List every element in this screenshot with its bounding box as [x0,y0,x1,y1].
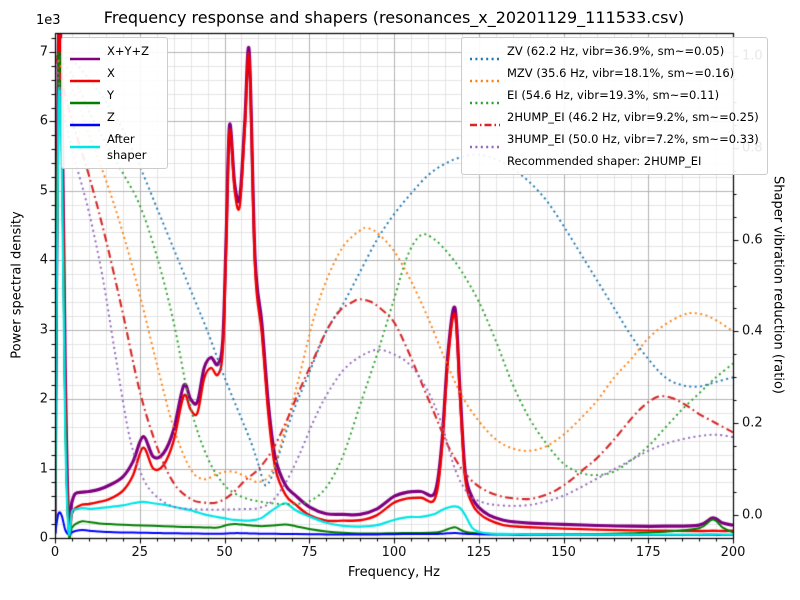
recommended-shaper-text: Recommended shaper: 2HUMP_EI [507,154,702,168]
legend-line-sample-icon [70,79,100,83]
legend-item-after: After shaper [70,131,159,163]
y-axis-right-label: Shaper vibration reduction (ratio) [770,176,786,394]
y-right-tick-label: 0.2 [742,415,763,431]
legend-line-sample-icon [70,101,100,105]
legend-line-sample-icon [470,145,500,149]
legend-item-label: 3HUMP_EI (50.0 Hz, vibr=7.2%, sm~=0.33) [507,132,759,146]
legend-line-sample-icon [70,145,100,149]
chart-title: Frequency response and shapers (resonanc… [103,8,685,27]
x-tick-label: 200 [720,545,746,560]
x-tick-label: 25 [131,545,149,560]
legend-item-label: X+Y+Z [107,44,150,58]
legend-line-sample-icon [470,101,500,105]
legend-recommended-shaper: Recommended shaper: 2HUMP_EI [470,153,759,169]
x-tick-label: 50 [216,545,233,560]
legend-item-label: Z [107,110,115,124]
legend-line-sample-icon [470,57,500,61]
x-tick-label: 175 [635,545,661,560]
legend-item-ei: EI (54.6 Hz, vibr=19.3%, sm~=0.11) [470,87,759,109]
x-tick-label: 125 [466,545,492,560]
legend-line-sample-icon [70,123,100,127]
y-right-tick-label: 0.0 [742,507,763,523]
y-left-tick-label: 4 [39,252,48,268]
legend-item-label: Y [107,88,115,102]
legend-shapers: ZV (62.2 Hz, vibr=36.9%, sm~=0.05) MZV (3… [461,37,768,175]
y-left-tick-label: 3 [39,322,48,338]
x-tick-label: 150 [551,545,576,560]
legend-line-sample-icon [470,79,500,83]
legend-item-2hump_ei: 2HUMP_EI (46.2 Hz, vibr=9.2%, sm~=0.25) [470,109,759,131]
legend-item-label: EI (54.6 Hz, vibr=19.3%, sm~=0.11) [507,88,720,102]
y-left-tick-label: 0 [39,530,48,546]
legend-item-label: ZV (62.2 Hz, vibr=36.9%, sm~=0.05) [507,44,725,58]
y-right-tick-label: 0.4 [742,323,763,339]
x-axis-label: Frequency, Hz [347,565,441,580]
legend-item-y: Y [70,87,159,109]
legend-item-label: After shaper [107,132,147,162]
y-axis-offset-text: 1e3 [36,13,61,28]
y-left-tick-label: 2 [39,391,48,407]
legend-item-x: X [70,65,159,87]
legend-item-label: X [107,66,115,80]
legend-item-label: MZV (35.6 Hz, vibr=18.1%, sm~=0.16) [507,66,735,80]
legend-item-3hump_ei: 3HUMP_EI (50.0 Hz, vibr=7.2%, sm~=0.33) [470,131,759,153]
x-tick-label: 0 [50,545,60,560]
legend-item-mzv: MZV (35.6 Hz, vibr=18.1%, sm~=0.16) [470,65,759,87]
x-tick-label: 75 [300,545,318,560]
legend-item-zv: ZV (62.2 Hz, vibr=36.9%, sm~=0.05) [470,43,759,65]
y-right-tick-label: 0.6 [742,232,763,248]
y-left-tick-label: 7 [39,44,48,60]
legend-line-sample-icon [70,57,100,61]
legend-item-z: Z [70,109,159,131]
y-left-tick-label: 1 [39,461,48,477]
x-tick-label: 100 [381,545,407,560]
y-left-tick-label: 6 [39,113,48,129]
y-left-tick-label: 5 [39,183,48,199]
legend-line-sample-icon [470,123,500,127]
legend-motion-axes: X+Y+Z X Y Z After shaper [61,37,168,169]
legend-item-label: 2HUMP_EI (46.2 Hz, vibr=9.2%, sm~=0.25) [507,110,759,124]
legend-item-x+y+z: X+Y+Z [70,43,159,65]
